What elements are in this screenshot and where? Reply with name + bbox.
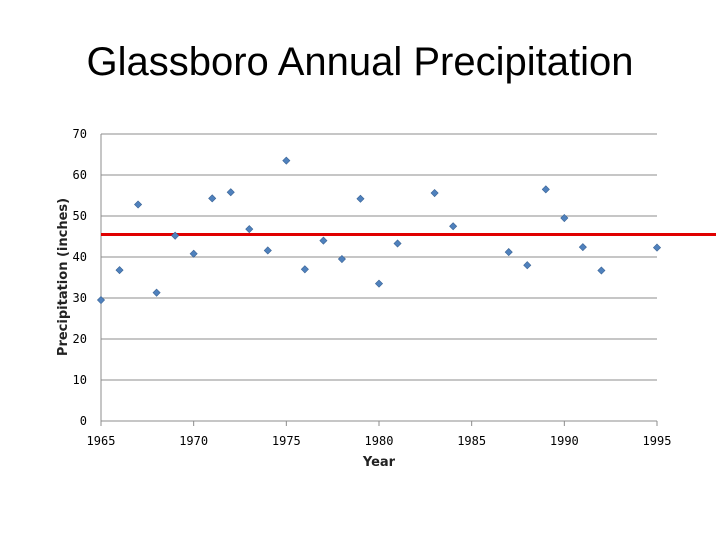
- y-axis-label: Precipitation (inches): [56, 198, 71, 356]
- data-points: [96, 156, 662, 305]
- data-point: [560, 214, 569, 223]
- x-tick-label: 1980: [365, 434, 394, 448]
- y-tick-label: 10: [73, 373, 87, 387]
- data-point: [449, 222, 458, 231]
- x-tick-label: 1975: [272, 434, 301, 448]
- x-axis-label: Year: [362, 455, 396, 470]
- data-point: [96, 296, 106, 305]
- data-point: [134, 200, 143, 209]
- y-tick-label: 60: [73, 168, 87, 182]
- x-tick-label: 1965: [87, 434, 116, 448]
- x-tick-label: 1995: [643, 434, 672, 448]
- chart-title: Glassboro Annual Precipitation: [86, 40, 634, 84]
- x-tick-label: 1990: [550, 434, 579, 448]
- axes: [100, 134, 658, 426]
- y-tick-label: 70: [73, 127, 87, 141]
- data-point: [337, 255, 346, 264]
- data-point: [152, 288, 161, 297]
- data-point: [300, 265, 309, 274]
- y-tick-label: 50: [73, 209, 87, 223]
- y-tick-label: 20: [73, 332, 87, 346]
- data-point: [226, 188, 235, 197]
- data-point: [208, 194, 217, 203]
- data-point: [115, 266, 124, 275]
- x-tick-label: 1970: [179, 434, 208, 448]
- data-point: [578, 243, 587, 252]
- data-point: [597, 266, 606, 275]
- x-tick-labels: 1965 1970 1975 1980 1985 1990 1995: [87, 434, 672, 448]
- y-tick-label: 30: [73, 291, 87, 305]
- data-point: [523, 261, 532, 270]
- x-tick-label: 1985: [457, 434, 486, 448]
- data-point: [430, 189, 439, 198]
- y-tick-label: 0: [80, 414, 87, 428]
- data-point: [263, 246, 272, 255]
- data-point: [319, 236, 328, 245]
- data-point: [356, 194, 365, 203]
- y-tick-label: 40: [73, 250, 87, 264]
- data-point: [189, 249, 198, 258]
- data-point: [393, 239, 402, 248]
- grid-lines: [101, 133, 657, 381]
- data-point: [652, 243, 662, 252]
- data-point: [171, 231, 180, 240]
- data-point: [504, 248, 513, 257]
- y-tick-labels: 0 10 20 30 40 50 60 70: [73, 127, 87, 428]
- data-point: [245, 225, 254, 234]
- data-point: [374, 279, 384, 288]
- data-point: [541, 185, 550, 194]
- data-point: [282, 156, 291, 165]
